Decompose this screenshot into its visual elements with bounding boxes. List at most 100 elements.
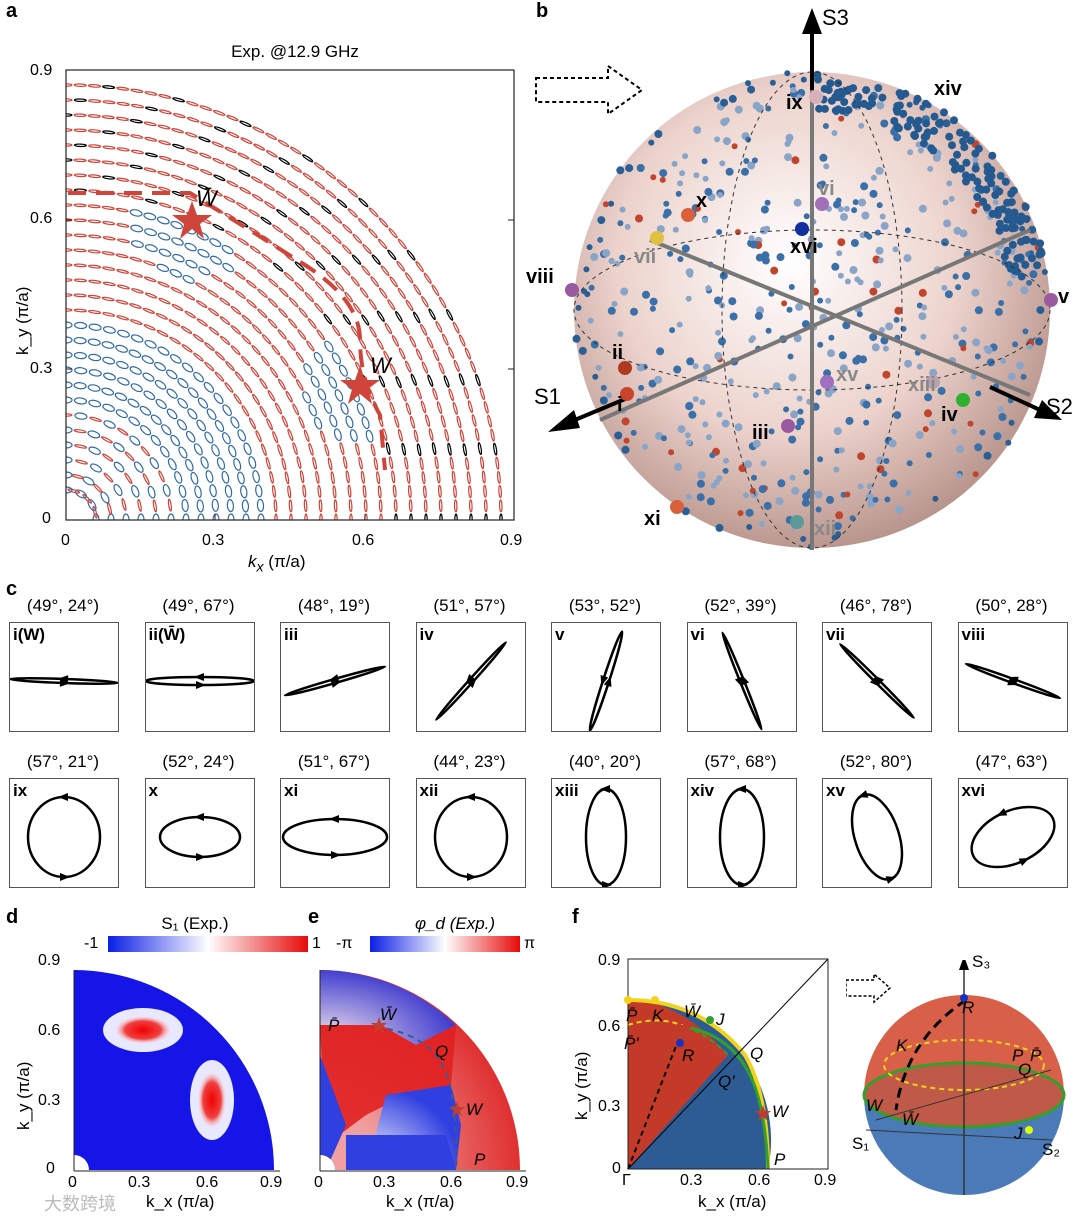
panel-b-point-vii: vii bbox=[634, 246, 657, 268]
panel-b-state-point bbox=[852, 199, 859, 206]
panel-a-ellipse bbox=[66, 366, 73, 374]
panel-a-ellipse bbox=[89, 416, 102, 422]
panel-c-direction-arrow bbox=[874, 675, 885, 686]
panel-a-ellipse bbox=[307, 318, 317, 329]
panel-b-state-point bbox=[860, 182, 869, 191]
panel-b-state-point bbox=[987, 179, 996, 188]
panel-d-xtick-1: 0.3 bbox=[128, 1174, 151, 1191]
panel-a-ellipse bbox=[115, 253, 129, 259]
panel-b-state-point bbox=[751, 157, 758, 164]
panel-a-ellipse bbox=[383, 350, 391, 363]
panel-c-roman-label: xiii bbox=[555, 781, 579, 800]
panel-b-state-point bbox=[638, 384, 645, 391]
panel-a-ellipse bbox=[66, 336, 73, 344]
panel-a-ellipse bbox=[269, 470, 274, 484]
panel-a-ellipse bbox=[368, 298, 377, 310]
panel-a-ellipse bbox=[297, 329, 307, 340]
panel-a-ellipse bbox=[274, 513, 278, 520]
panel-a-ellipse bbox=[324, 291, 334, 303]
panel-b-state-point bbox=[745, 508, 754, 517]
panel-a-ellipse bbox=[257, 308, 268, 319]
panel-b-state-point bbox=[932, 153, 941, 162]
panel-f-label-pbar: P̄ bbox=[626, 1006, 638, 1025]
panel-b-state-point bbox=[1036, 239, 1045, 248]
panel-a-ellipse bbox=[169, 354, 182, 364]
panel-a-ellipse bbox=[87, 294, 101, 299]
panel-a-ellipse bbox=[294, 261, 305, 271]
panel-b-state-point bbox=[1029, 237, 1038, 246]
panel-c-direction-arrow bbox=[58, 793, 68, 801]
panel-b-state-point bbox=[833, 522, 842, 531]
panel-b-state-point bbox=[685, 402, 694, 411]
panel-a-ellipse bbox=[144, 152, 158, 158]
panel-b-state-point bbox=[851, 207, 858, 214]
panel-a-ellipse bbox=[236, 202, 248, 210]
panel-a-ellipse bbox=[197, 248, 210, 258]
panel-f-sphere-s1: S₁ bbox=[852, 1134, 870, 1153]
panel-a-ellipse bbox=[73, 143, 87, 148]
panel-a-ellipse bbox=[73, 382, 87, 390]
panel-b-state-point bbox=[668, 449, 675, 456]
panel-a-ellipse bbox=[116, 132, 130, 137]
panel-c-ellipse-plot bbox=[588, 630, 624, 731]
panel-a-ellipse bbox=[222, 404, 232, 417]
panel-a-ellipse bbox=[368, 207, 379, 218]
panel-a-label: a bbox=[6, 0, 18, 22]
panel-b-state-point bbox=[814, 490, 823, 499]
panel-b-state-point bbox=[797, 408, 804, 415]
panel-a-ellipse bbox=[463, 386, 470, 400]
panel-a-ellipse bbox=[167, 513, 175, 520]
panel-b-state-point bbox=[617, 220, 624, 227]
panel-a-ellipse bbox=[241, 334, 252, 345]
panel-c-angle-label: (53°, 52°) bbox=[568, 596, 642, 615]
panel-b-state-point bbox=[723, 457, 729, 464]
panel-b-state-point bbox=[772, 382, 781, 391]
panel-a-ellipse bbox=[219, 297, 231, 306]
panel-a-ellipse bbox=[288, 297, 299, 308]
panel-b-state-point bbox=[959, 137, 968, 146]
panel-a-ellipse bbox=[130, 383, 143, 393]
panel-a-ellipse bbox=[352, 302, 362, 314]
panel-a-ellipse bbox=[87, 249, 101, 254]
panel-a-ellipse bbox=[278, 307, 288, 319]
panel-a-ellipse bbox=[299, 470, 305, 484]
panel-b-state-point bbox=[578, 346, 587, 355]
panel-c-label: c bbox=[6, 578, 18, 600]
panel-a-mark-wbar: W̄ bbox=[196, 186, 217, 211]
panel-a-ellipse bbox=[400, 389, 407, 402]
panel-c-polarization-box: vii bbox=[822, 622, 932, 732]
panel-b-state-point bbox=[725, 167, 734, 176]
panel-a-ellipse bbox=[154, 361, 166, 372]
panel-a-ellipse bbox=[225, 360, 235, 372]
panel-a-ellipse bbox=[223, 281, 235, 291]
panel-b-state-point bbox=[650, 174, 657, 181]
panel-a-ellipse bbox=[266, 418, 273, 431]
panel-c-direction-arrow bbox=[466, 873, 477, 881]
panel-b-state-point bbox=[1016, 217, 1025, 226]
panel-b-state-point bbox=[663, 208, 672, 217]
panel-a-ellipse bbox=[362, 484, 367, 499]
panel-b-state-point bbox=[621, 445, 630, 454]
panel-a-ellipse bbox=[74, 321, 88, 330]
panel-a-ellipse bbox=[261, 253, 273, 263]
panel-a-ellipse bbox=[436, 470, 441, 484]
panel-a-ellipse bbox=[284, 471, 290, 485]
panel-a-ellipse bbox=[344, 291, 354, 303]
panel-b-state-point bbox=[743, 158, 750, 164]
panel-a-ellipse bbox=[376, 310, 385, 322]
panel-a-ellipse bbox=[66, 293, 73, 297]
panel-a-ellipse bbox=[308, 403, 317, 417]
panel-b-state-point bbox=[880, 221, 889, 230]
panel-f-sphere-k: K bbox=[896, 1036, 908, 1055]
panel-b-state-point bbox=[755, 253, 764, 262]
panel-a-ellipse bbox=[143, 324, 156, 331]
panel-b-state-point bbox=[993, 432, 1002, 441]
panel-b-state-point bbox=[728, 297, 737, 306]
panel-a-ellipse bbox=[404, 360, 412, 373]
panel-a-ellipse bbox=[391, 334, 400, 347]
panel-a-ellipse bbox=[272, 262, 284, 272]
panel-c-polarization-box: ix bbox=[9, 778, 119, 888]
panel-b-state-point bbox=[973, 177, 982, 186]
panel-a-ellipse bbox=[469, 513, 473, 520]
panel-a-ellipse bbox=[103, 372, 116, 381]
